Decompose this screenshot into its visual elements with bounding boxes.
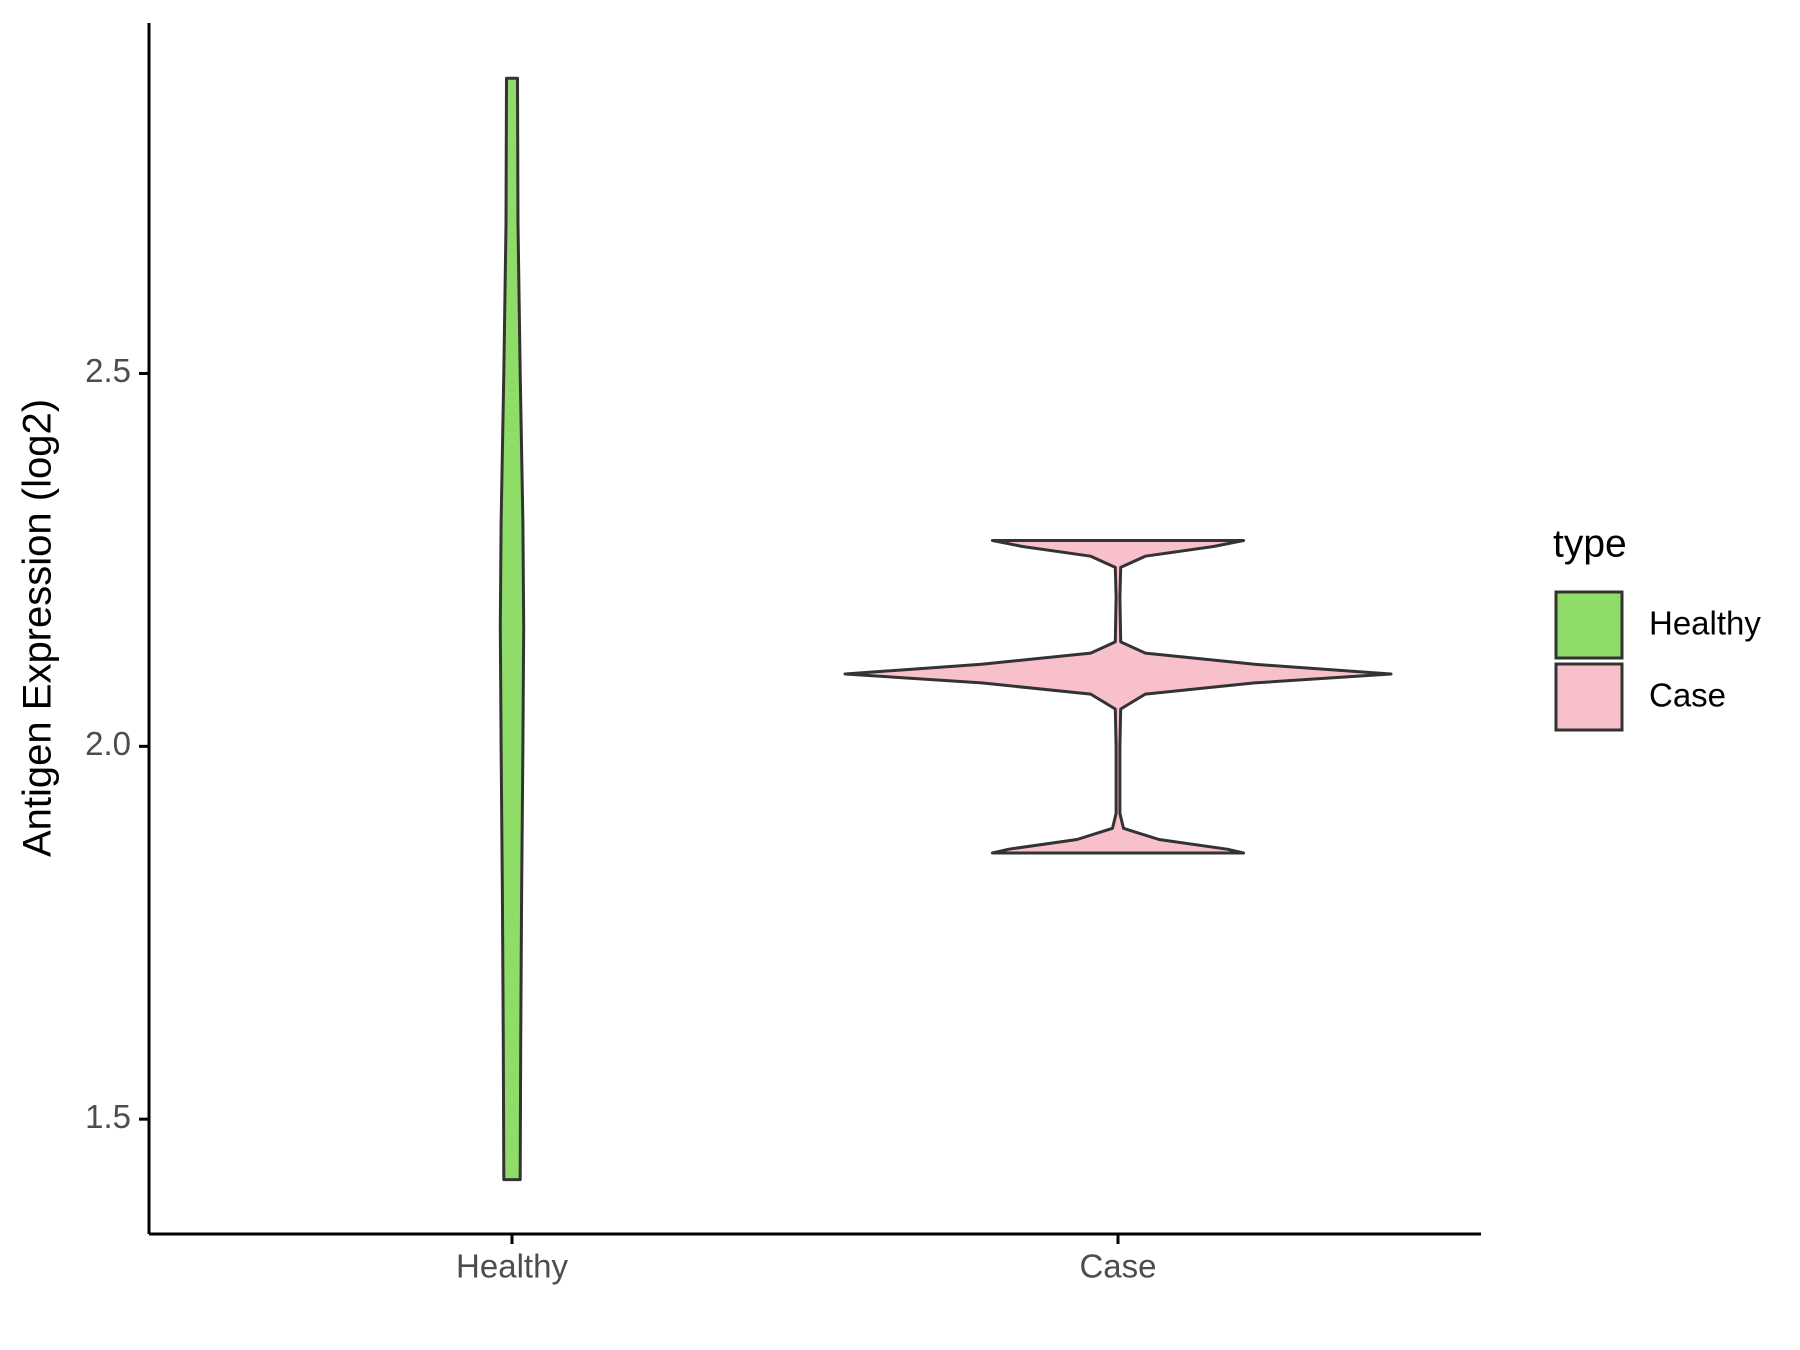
- y-tick-label: 2.5: [85, 352, 131, 389]
- violin: [498, 76, 526, 1182]
- legend-label: Case: [1649, 677, 1726, 714]
- y-tick-label: 1.5: [85, 1098, 131, 1135]
- x-tick-label: Healthy: [456, 1248, 568, 1285]
- x-tick-label: Case: [1079, 1248, 1156, 1285]
- legend-key: [1554, 662, 1624, 732]
- legend-label: Healthy: [1649, 605, 1761, 642]
- y-tick-label: 2.0: [85, 725, 131, 762]
- legend-title: type: [1553, 522, 1627, 565]
- y-axis-title: Antigen Expression (log2): [16, 399, 60, 857]
- violin: [843, 539, 1393, 855]
- legend-key: [1554, 590, 1624, 660]
